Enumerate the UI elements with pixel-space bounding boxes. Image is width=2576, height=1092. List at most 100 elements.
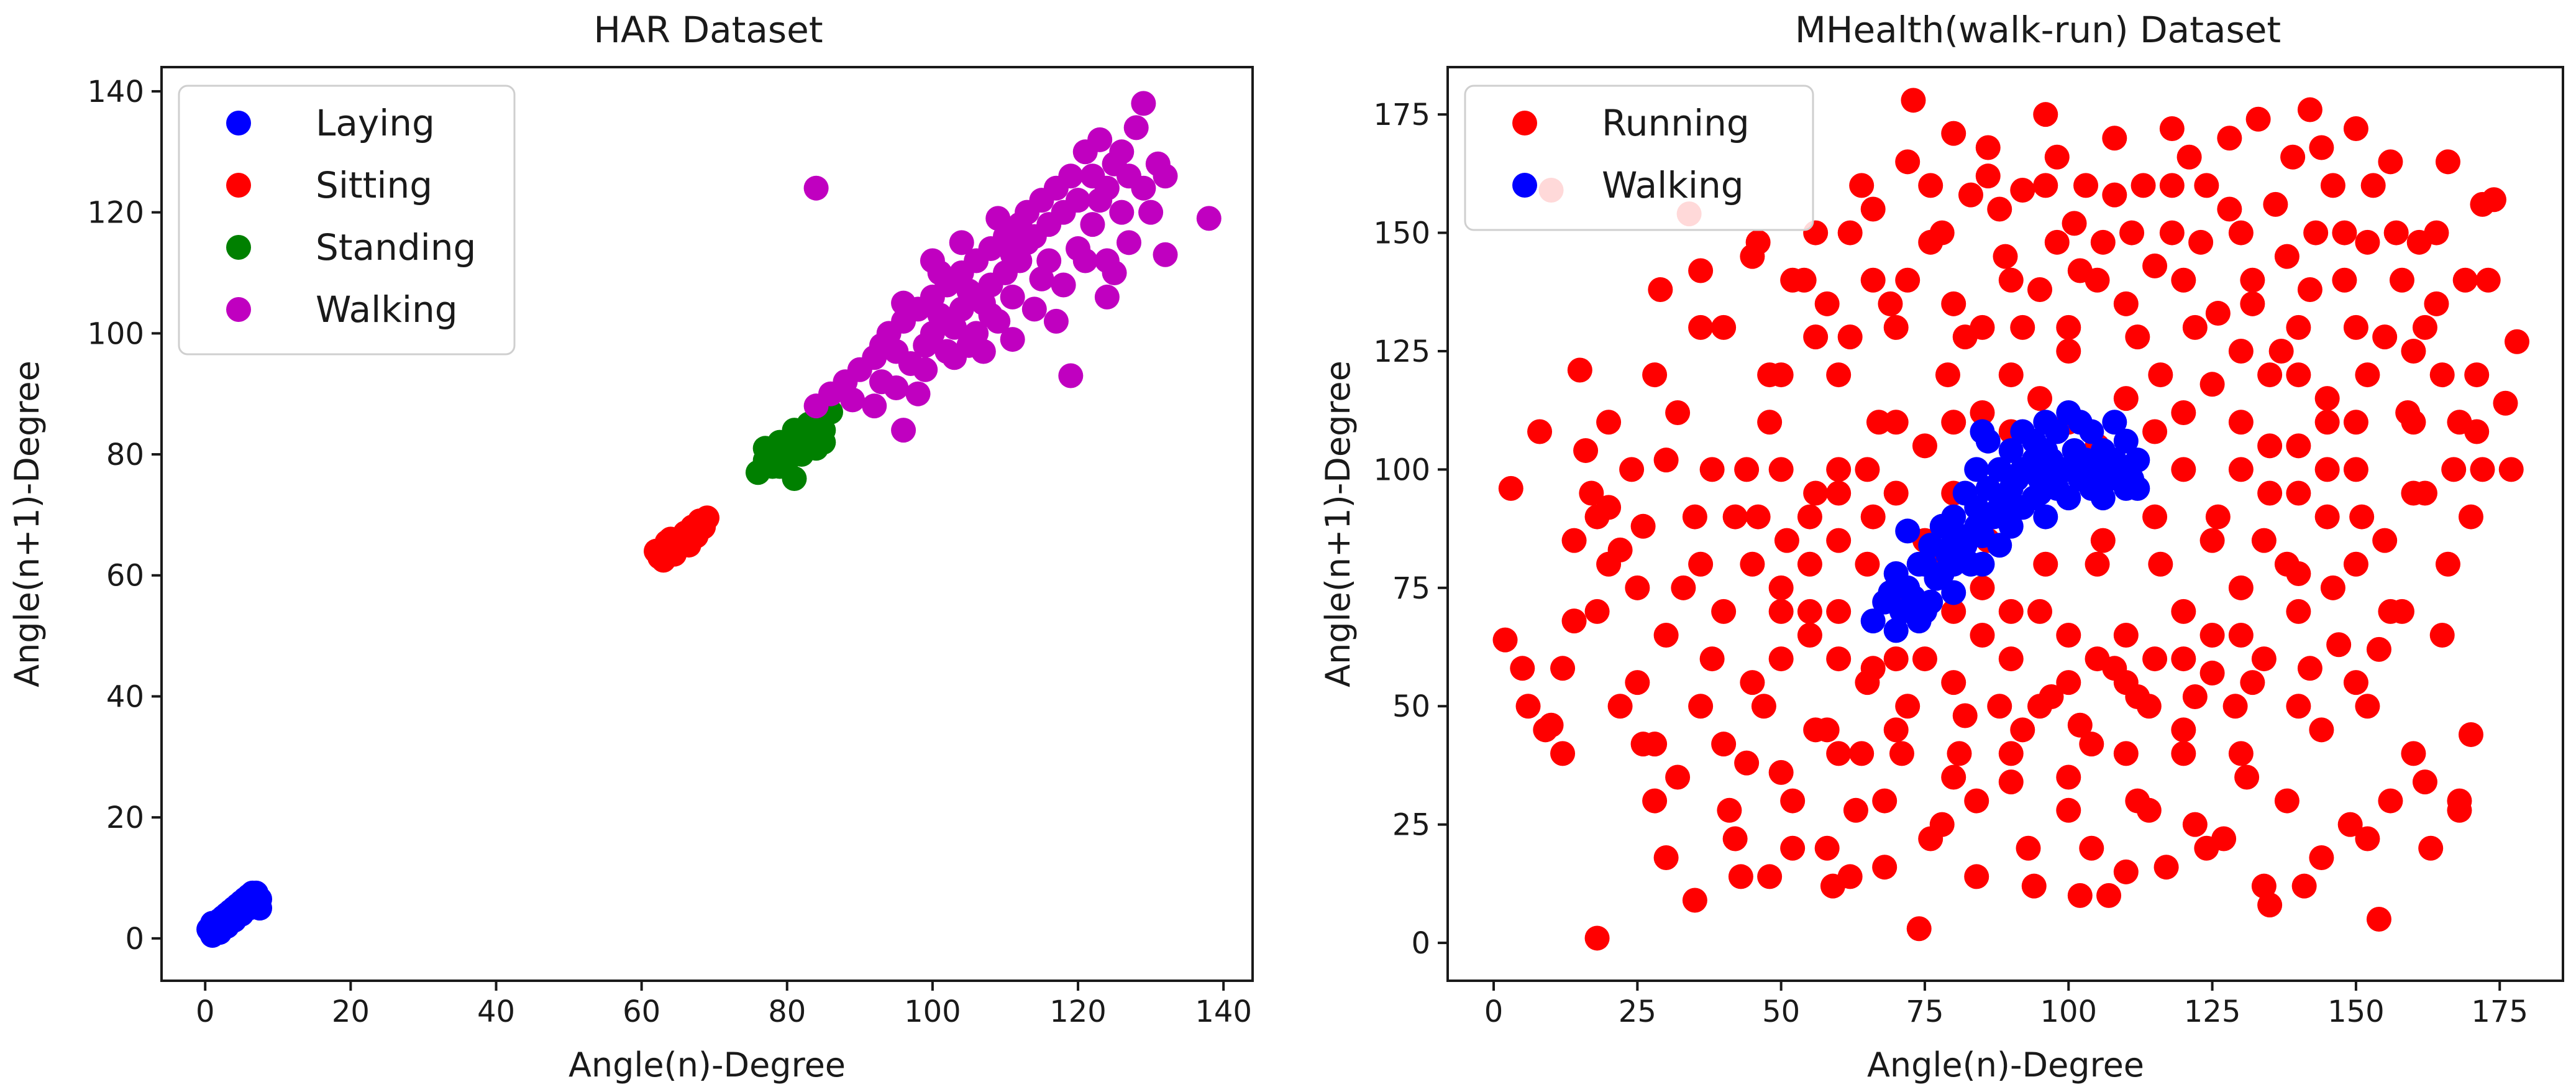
data-point (1883, 646, 1909, 672)
data-point (2355, 362, 2380, 388)
data-point (1728, 864, 1753, 889)
y-tick-label: 80 (106, 438, 144, 472)
data-point (1883, 480, 1909, 506)
x-tick-label: 75 (1906, 994, 1943, 1029)
data-point (1952, 324, 1978, 350)
data-point (2027, 694, 2053, 719)
data-point (1573, 438, 1599, 463)
data-point (1998, 362, 2024, 388)
data-point (1642, 788, 1668, 814)
data-point (2056, 314, 2081, 340)
data-point (1837, 324, 1863, 350)
data-point (1711, 314, 1737, 340)
x-axis-label: Angle(n)-Degree (1867, 1045, 2144, 1085)
data-point (1492, 627, 1518, 653)
data-point (2378, 149, 2403, 175)
data-point (1906, 608, 1932, 634)
data-point (2027, 480, 2053, 506)
data-point (767, 454, 793, 479)
data-point (2401, 338, 2426, 364)
data-point (1998, 599, 2024, 624)
data-point (2309, 717, 2334, 743)
data-point (1918, 173, 1943, 198)
data-point (2355, 694, 2380, 719)
data-point (1000, 284, 1025, 310)
data-point (2044, 144, 2070, 170)
data-point (2085, 646, 2110, 672)
data-point (2274, 788, 2300, 814)
data-point (1717, 797, 1742, 823)
y-tick-label: 0 (125, 922, 144, 957)
data-point (1780, 267, 1806, 293)
data-point (1757, 864, 1783, 889)
data-point (1987, 196, 2012, 222)
data-point (1860, 196, 1886, 222)
data-point (2464, 362, 2490, 388)
x-tick-label: 150 (2327, 994, 2385, 1029)
data-point (2194, 173, 2219, 198)
data-point (1000, 327, 1025, 352)
legend-box (1464, 85, 1814, 231)
data-point (2286, 362, 2311, 388)
data-point (2056, 764, 2081, 790)
data-point (1826, 362, 1852, 388)
data-point (2360, 173, 2386, 198)
legend-marker (226, 235, 251, 260)
data-point (1970, 622, 1995, 648)
data-point (2240, 267, 2265, 293)
data-point (1912, 551, 1937, 577)
data-point (2389, 267, 2414, 293)
data-point (2274, 244, 2300, 269)
data-point (1998, 769, 2024, 795)
data-point (1883, 618, 1909, 643)
series-walking (803, 91, 1222, 443)
data-point (891, 418, 916, 443)
data-point (1780, 788, 1806, 814)
data-point (1584, 599, 1610, 624)
data-point (2343, 670, 2368, 695)
data-point (2332, 220, 2357, 245)
data-point (2090, 229, 2116, 255)
data-point (1625, 670, 1650, 695)
data-point (2291, 873, 2317, 899)
data-point (2251, 528, 2277, 553)
data-point (2067, 258, 2093, 283)
y-tick-label: 0 (1411, 926, 1430, 961)
data-point (2286, 480, 2311, 506)
x-tick-label: 80 (768, 994, 806, 1029)
data-point (1970, 400, 1995, 426)
data-point (2027, 277, 2053, 302)
data-point (2372, 528, 2398, 553)
data-point (2171, 741, 2196, 766)
legend: Running Walking (1464, 85, 1814, 231)
data-point (1058, 163, 1084, 189)
data-point (2475, 267, 2501, 293)
data-point (2418, 835, 2444, 861)
y-tick-label: 75 (1392, 571, 1430, 606)
y-axis-label: Angle(n+1)-Degree (7, 360, 47, 687)
plot-points (196, 91, 1222, 948)
data-point (2217, 196, 2242, 222)
data-point (2314, 457, 2340, 482)
data-point (1596, 410, 1622, 435)
data-point (2033, 102, 2058, 127)
data-point (2205, 301, 2231, 326)
data-point (1768, 646, 1794, 672)
data-point (1745, 504, 1771, 530)
y-tick-label: 140 (87, 75, 144, 109)
data-point (2286, 694, 2311, 719)
data-point (2429, 622, 2455, 648)
data-point (1751, 694, 1776, 719)
data-point (2199, 660, 2225, 686)
data-point (1642, 732, 1668, 757)
data-point (1774, 528, 1799, 553)
data-point (1740, 670, 1765, 695)
data-point (1642, 362, 1668, 388)
data-point (1584, 504, 1610, 530)
data-point (2314, 410, 2340, 435)
x-tick-label: 100 (2040, 994, 2097, 1029)
data-point (1860, 608, 1886, 634)
data-point (1935, 362, 1960, 388)
data-point (2343, 410, 2368, 435)
